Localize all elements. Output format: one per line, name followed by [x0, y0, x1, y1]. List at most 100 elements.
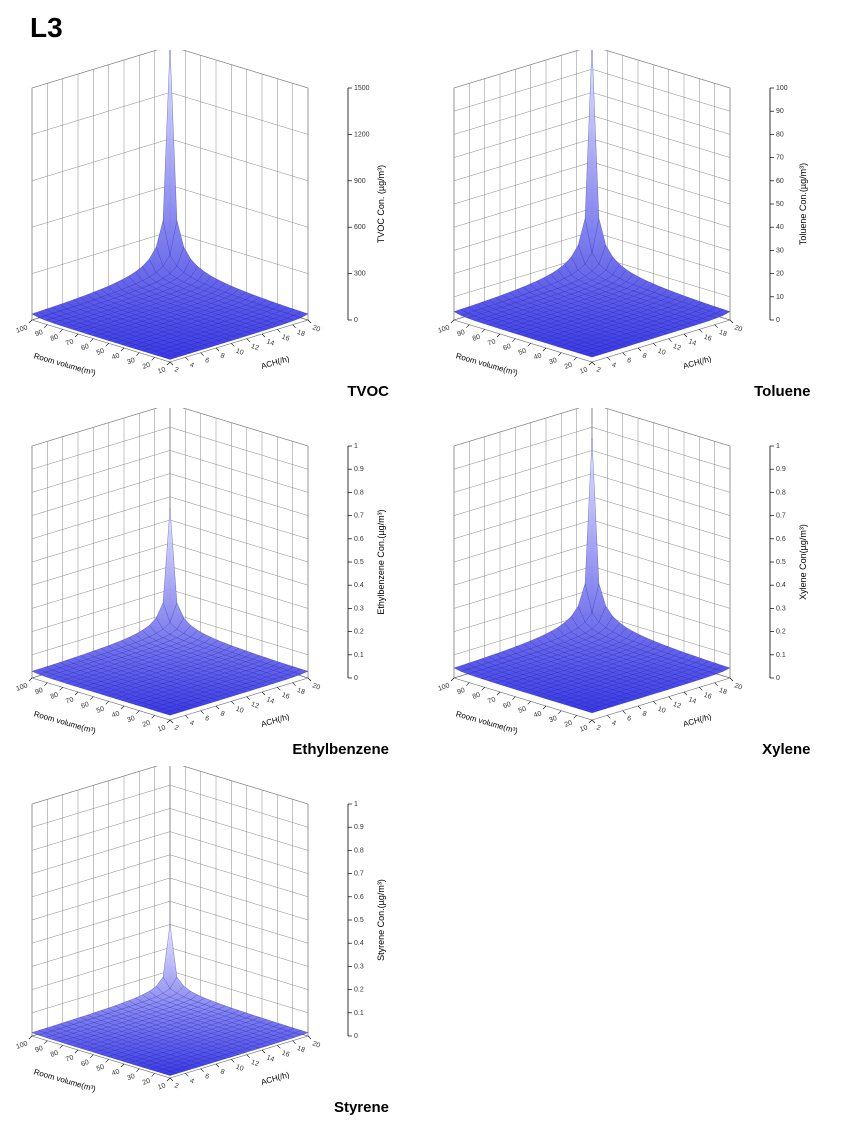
svg-text:50: 50 — [96, 706, 106, 715]
svg-text:60: 60 — [502, 701, 512, 710]
svg-text:Styrene Con.(µg/m³): Styrene Con.(µg/m³) — [376, 879, 386, 961]
svg-text:ACH(/h): ACH(/h) — [682, 712, 713, 729]
svg-text:0.6: 0.6 — [776, 536, 786, 543]
svg-text:1: 1 — [354, 443, 358, 450]
svg-text:0.2: 0.2 — [776, 629, 786, 636]
svg-text:12: 12 — [250, 343, 260, 352]
chart-label-styrene: Styrene — [334, 1099, 389, 1116]
svg-text:0.7: 0.7 — [354, 513, 364, 520]
svg-text:6: 6 — [204, 357, 210, 365]
svg-text:90: 90 — [456, 687, 466, 696]
svg-text:Xylene Con(µg/m³): Xylene Con(µg/m³) — [798, 524, 808, 600]
svg-text:0.3: 0.3 — [354, 963, 364, 970]
svg-text:18: 18 — [296, 687, 306, 696]
svg-text:10: 10 — [157, 366, 167, 375]
svg-text:14: 14 — [265, 338, 275, 347]
svg-text:Toluene Con.(µg/m³): Toluene Con.(µg/m³) — [798, 163, 808, 245]
svg-text:80: 80 — [776, 131, 784, 138]
svg-text:0: 0 — [354, 675, 358, 682]
svg-text:90: 90 — [456, 329, 466, 338]
svg-text:8: 8 — [219, 710, 225, 718]
svg-text:0.4: 0.4 — [776, 582, 786, 589]
svg-text:30: 30 — [548, 357, 558, 366]
svg-text:20: 20 — [563, 362, 573, 371]
svg-text:60: 60 — [80, 1059, 90, 1068]
chart-cell-empty — [422, 766, 843, 1124]
svg-text:8: 8 — [641, 352, 647, 360]
svg-text:Room volume(m³): Room volume(m³) — [33, 709, 97, 735]
svg-text:4: 4 — [189, 720, 195, 728]
svg-text:0: 0 — [354, 317, 358, 324]
svg-text:12: 12 — [671, 343, 681, 352]
svg-text:60: 60 — [776, 178, 784, 185]
svg-text:0.4: 0.4 — [354, 582, 364, 589]
svg-text:1200: 1200 — [354, 131, 370, 138]
chart-label-xylene: Xylene — [762, 741, 810, 758]
svg-text:100: 100 — [15, 682, 28, 693]
svg-text:1: 1 — [776, 443, 780, 450]
svg-text:14: 14 — [687, 338, 697, 347]
svg-text:ACH(/h): ACH(/h) — [260, 1070, 291, 1087]
svg-text:70: 70 — [65, 1054, 75, 1063]
svg-text:0.8: 0.8 — [354, 489, 364, 496]
svg-text:2: 2 — [595, 366, 601, 374]
svg-text:0.1: 0.1 — [776, 652, 786, 659]
chart-cell-toluene: 0102030405060708090100Toluene Con.(µg/m³… — [422, 50, 843, 408]
svg-text:0.6: 0.6 — [354, 894, 364, 901]
svg-text:30: 30 — [126, 1073, 136, 1082]
svg-text:6: 6 — [625, 357, 631, 365]
svg-text:90: 90 — [34, 329, 44, 338]
svg-text:0: 0 — [776, 675, 780, 682]
svg-text:90: 90 — [34, 1045, 44, 1054]
svg-text:50: 50 — [517, 706, 527, 715]
svg-text:0.3: 0.3 — [354, 605, 364, 612]
chart-svg-xylene: 00.10.20.30.40.50.60.70.80.91Xylene Con(… — [422, 408, 843, 766]
svg-text:40: 40 — [532, 710, 542, 719]
svg-text:60: 60 — [80, 343, 90, 352]
svg-text:6: 6 — [204, 715, 210, 723]
svg-text:14: 14 — [265, 1054, 275, 1063]
svg-text:Room volume(m³): Room volume(m³) — [33, 1067, 97, 1093]
svg-text:0.7: 0.7 — [776, 513, 786, 520]
svg-text:Room volume(m³): Room volume(m³) — [33, 351, 97, 377]
svg-text:16: 16 — [702, 692, 712, 701]
svg-text:40: 40 — [111, 710, 121, 719]
chart-svg-tvoc: 030060090012001500TVOC Con. (µg/m³)24681… — [0, 50, 421, 408]
svg-text:8: 8 — [219, 352, 225, 360]
svg-text:16: 16 — [281, 1050, 291, 1059]
svg-text:0.6: 0.6 — [354, 536, 364, 543]
svg-text:90: 90 — [776, 108, 784, 115]
svg-text:12: 12 — [250, 701, 260, 710]
svg-text:90: 90 — [34, 687, 44, 696]
svg-text:12: 12 — [250, 1059, 260, 1068]
svg-text:70: 70 — [65, 696, 75, 705]
svg-text:20: 20 — [563, 720, 573, 729]
svg-text:12: 12 — [671, 701, 681, 710]
svg-text:0.9: 0.9 — [354, 824, 364, 831]
svg-text:100: 100 — [776, 85, 788, 92]
svg-text:40: 40 — [111, 1068, 121, 1077]
svg-text:70: 70 — [65, 338, 75, 347]
chart-label-toluene: Toluene — [754, 383, 810, 400]
svg-text:0.5: 0.5 — [776, 559, 786, 566]
svg-text:60: 60 — [80, 701, 90, 710]
svg-text:50: 50 — [96, 348, 106, 357]
svg-text:0.5: 0.5 — [354, 559, 364, 566]
svg-text:30: 30 — [776, 247, 784, 254]
svg-text:TVOC Con. (µg/m³): TVOC Con. (µg/m³) — [376, 165, 386, 243]
svg-text:4: 4 — [610, 362, 616, 370]
svg-text:18: 18 — [296, 1045, 306, 1054]
svg-text:20: 20 — [311, 324, 321, 333]
svg-text:80: 80 — [50, 692, 60, 701]
svg-text:1: 1 — [354, 801, 358, 808]
chart-svg-ethylbenzene: 00.10.20.30.40.50.60.70.80.91Ethylbenzen… — [0, 408, 421, 766]
svg-text:18: 18 — [717, 687, 727, 696]
svg-text:50: 50 — [96, 1064, 106, 1073]
svg-text:0.4: 0.4 — [354, 940, 364, 947]
svg-text:80: 80 — [50, 334, 60, 343]
svg-text:6: 6 — [625, 715, 631, 723]
svg-text:2: 2 — [173, 366, 179, 374]
svg-text:900: 900 — [354, 178, 366, 185]
svg-text:0.2: 0.2 — [354, 987, 364, 994]
svg-text:0.1: 0.1 — [354, 652, 364, 659]
